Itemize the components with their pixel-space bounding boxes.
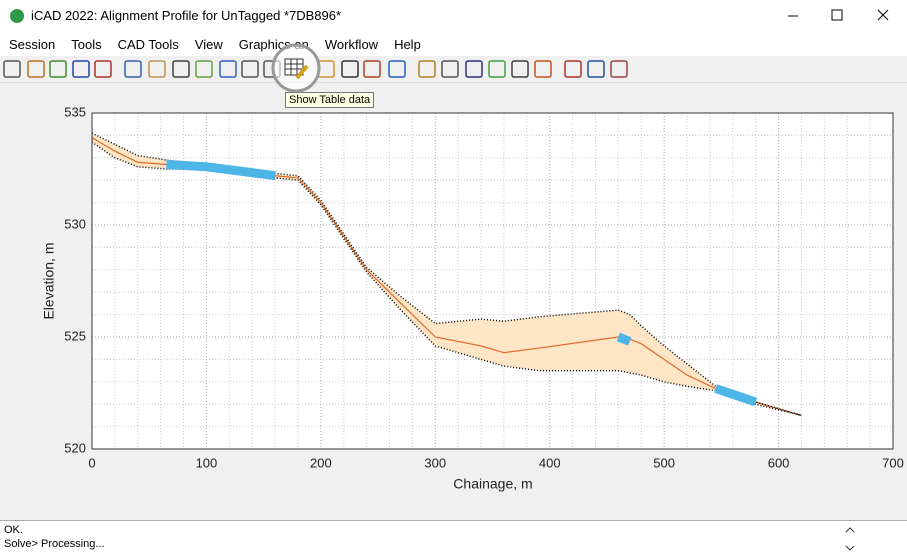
toolbar-button[interactable]	[27, 60, 45, 78]
plot-frame	[91, 112, 894, 450]
tooltip: Show Table data	[285, 92, 375, 108]
toolbar-button[interactable]	[418, 60, 436, 78]
series-line	[166, 160, 276, 181]
toolbar-button[interactable]	[488, 60, 506, 78]
y-tick-label: 520	[64, 440, 86, 455]
toolbar-button[interactable]	[363, 60, 381, 78]
status-line: Solve> Processing...	[4, 538, 105, 550]
menu-bar: Session Tools CAD Tools View Graphics an Work…	[0, 32, 907, 56]
toolbar-button[interactable]	[441, 60, 459, 78]
toolbar-button[interactable]	[94, 60, 112, 78]
status-panel: OK. Solve> Processing...	[0, 520, 907, 556]
toolbar-button[interactable]	[341, 60, 359, 78]
menu-item[interactable]: CAD Tools	[117, 36, 179, 52]
toolbar-button[interactable]	[511, 60, 529, 78]
y-axis-label: Elevation, m	[41, 242, 57, 319]
x-axis-label: Chainage, m	[453, 476, 532, 492]
toolbar-button[interactable]	[124, 60, 142, 78]
x-tick-label: 0	[88, 455, 95, 470]
toolbar-button[interactable]	[72, 60, 90, 78]
title-bar: iCAD 2022: Alignment Profile for UnTagge…	[0, 0, 907, 32]
toolbar-icons	[3, 60, 628, 78]
magnifier	[271, 43, 321, 93]
toolbar-button[interactable]	[219, 60, 237, 78]
window-title: iCAD 2022: Alignment Profile for UnTagge…	[31, 8, 342, 23]
x-tick-label: 200	[310, 455, 332, 470]
title-icons	[10, 9, 889, 23]
toolbar-button[interactable]	[564, 60, 582, 78]
y-tick-label: 530	[64, 216, 86, 231]
menu-item[interactable]: View	[194, 36, 223, 52]
maximize[interactable]	[831, 9, 843, 21]
app-icon	[10, 9, 24, 23]
x-tick-label: 500	[653, 455, 675, 470]
uncertainty-band	[92, 133, 802, 416]
menu-item[interactable]: Workflow	[324, 36, 379, 52]
status-line: OK.	[4, 524, 23, 536]
scrollbar[interactable]	[843, 523, 857, 555]
x-tick-label: 600	[768, 455, 790, 470]
toolbar-button[interactable]	[587, 60, 605, 78]
toolbar-button[interactable]	[465, 60, 483, 78]
y-tick-label: 535	[64, 104, 86, 119]
toolbar-button[interactable]	[3, 60, 21, 78]
toolbar-button[interactable]	[148, 60, 166, 78]
toolbar-button[interactable]	[610, 60, 628, 78]
toolbar	[0, 56, 907, 83]
series-line	[91, 141, 802, 417]
x-tick-label: 700	[882, 455, 904, 470]
x-tick-label: 100	[196, 455, 218, 470]
close[interactable]	[877, 9, 889, 21]
menu-item[interactable]: Tools	[71, 36, 102, 52]
toolbar-button[interactable]	[172, 60, 190, 78]
toolbar-button[interactable]	[534, 60, 552, 78]
toolbar-button[interactable]	[49, 60, 67, 78]
toolbar-button[interactable]	[195, 60, 213, 78]
menu-item[interactable]: Session	[9, 36, 56, 52]
x-tick-label: 300	[424, 455, 446, 470]
toolbar-button[interactable]	[388, 60, 406, 78]
chart: Chainage, m Elevation, m 0 100 200 300 400 50…	[0, 83, 907, 520]
y-tick-label: 525	[64, 328, 86, 343]
x-tick-label: 400	[539, 455, 561, 470]
series-line	[616, 332, 632, 346]
series-line	[714, 384, 758, 407]
toolbar-button[interactable]	[241, 60, 259, 78]
menu-item[interactable]: Help	[394, 36, 421, 52]
